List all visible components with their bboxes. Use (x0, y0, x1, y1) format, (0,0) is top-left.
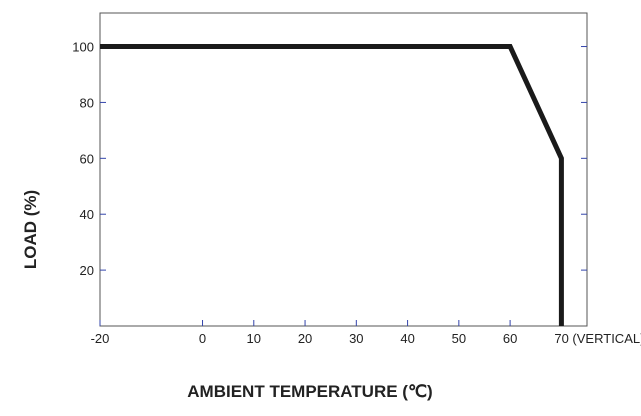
x-tick-label: 60 (503, 331, 517, 346)
load-derating-curve (100, 44, 564, 326)
y-axis-title: LOAD (%) (21, 190, 40, 269)
x-tick-label: 30 (349, 331, 363, 346)
x-tick-label: 40 (400, 331, 414, 346)
x-tick-label: 20 (298, 331, 312, 346)
plot-frame (99, 12, 588, 327)
x-tick-label: -20 (91, 331, 110, 346)
x-tick-label: 50 (452, 331, 466, 346)
x-tick-label: 70 (VERTICAL) (554, 331, 641, 346)
y-tick-label: 80 (80, 95, 94, 110)
y-tick-label: 60 (80, 151, 94, 166)
y-tick-label: 100 (72, 40, 94, 55)
x-tick-label: 10 (247, 331, 261, 346)
y-tick-label: 20 (80, 263, 94, 278)
x-axis-title: AMBIENT TEMPERATURE (℃) (187, 382, 432, 401)
x-tick-label: 0 (199, 331, 206, 346)
y-tick-label: 40 (80, 207, 94, 222)
x-axis-ticks: -20 0 10 20 30 40 50 60 70 (VERTICAL) (91, 320, 641, 346)
y-axis-ticks: 20 40 60 80 100 (72, 40, 587, 278)
